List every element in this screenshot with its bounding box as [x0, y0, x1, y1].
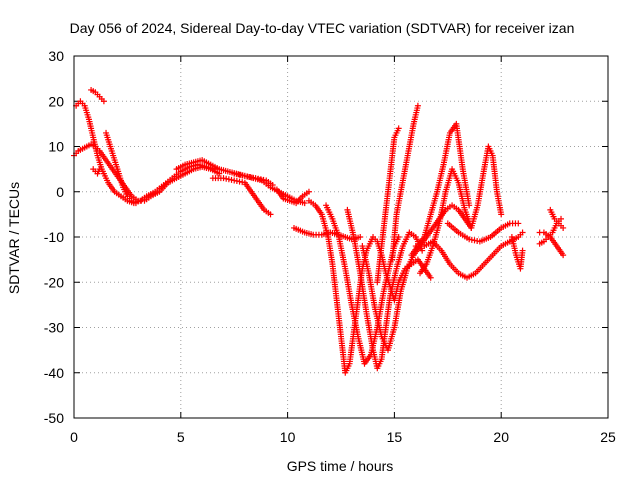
x-tick-label: 15 [387, 429, 403, 445]
series-sat-c [88, 86, 107, 105]
data-point [419, 247, 426, 254]
series-sat-m [344, 206, 426, 372]
data-point [132, 200, 139, 207]
data-point [100, 98, 107, 105]
series-sat-b [73, 98, 218, 207]
series-sat-q [408, 120, 473, 259]
y-tick-label: -30 [44, 320, 64, 336]
series-sat-p [389, 102, 421, 263]
y-tick-label: 30 [48, 48, 64, 64]
series-sat-t [444, 220, 522, 245]
x-tick-label: 0 [70, 429, 78, 445]
series-sat-v [536, 215, 565, 247]
x-tick-label: 5 [177, 429, 185, 445]
series-sat-d [103, 129, 139, 207]
data-point [357, 234, 364, 240]
axis-ticks: 0 5 10 15 20 25 -50 -40 -30 -20 -10 0 10 20 30 [44, 48, 616, 445]
data-point [269, 181, 276, 188]
data-points [71, 86, 567, 376]
series-sat-s [412, 229, 526, 281]
data-point [560, 252, 567, 259]
data-point [498, 211, 505, 218]
x-axis-label: GPS time / hours [287, 458, 394, 474]
data-point [519, 229, 526, 236]
y-tick-label: -40 [44, 365, 64, 381]
data-point [414, 102, 421, 109]
data-point [466, 202, 473, 209]
data-point [519, 247, 526, 254]
y-axis-label: SDTVAR / TECUs [6, 182, 22, 294]
data-point [301, 200, 308, 207]
series-sat-h [231, 170, 276, 188]
series-sat-g [209, 175, 274, 218]
x-tick-label: 25 [600, 429, 616, 445]
data-point [427, 274, 434, 281]
data-point [560, 224, 567, 231]
y-tick-label: 10 [48, 139, 64, 155]
data-point [395, 125, 402, 132]
series-sat-x [536, 229, 567, 259]
data-point [558, 215, 565, 222]
y-tick-label: -50 [44, 410, 64, 426]
series-sat-w [547, 206, 567, 231]
series-sat-e [90, 166, 103, 177]
y-tick-label: -10 [44, 229, 64, 245]
x-tick-label: 20 [493, 429, 509, 445]
y-tick-label: 20 [48, 93, 64, 109]
series-sat-i [273, 186, 312, 207]
plot-frame [73, 55, 609, 419]
y-tick-label: -20 [44, 274, 64, 290]
data-point [267, 211, 274, 218]
chart-title: Day 056 of 2024, Sidereal Day-to-day VTE… [70, 20, 575, 36]
data-point [515, 220, 522, 227]
series-sat-r [417, 143, 505, 277]
series-sat-o [374, 125, 402, 286]
data-point [96, 166, 103, 173]
data-point [305, 188, 312, 195]
y-tick-label: 0 [56, 184, 64, 200]
series-sat-u [508, 234, 526, 272]
x-tick-label: 10 [280, 429, 296, 445]
